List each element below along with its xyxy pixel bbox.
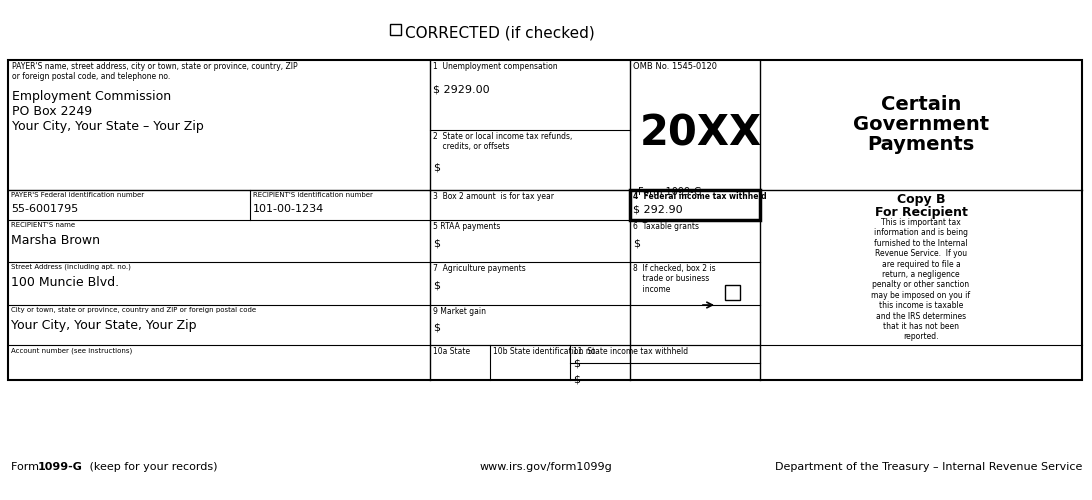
- Bar: [725, 285, 740, 300]
- Text: This is important tax
information and is being
furnished to the Internal
Revenue: This is important tax information and is…: [871, 218, 971, 342]
- Text: PO Box 2249: PO Box 2249: [12, 105, 92, 118]
- Text: 10a State: 10a State: [434, 347, 471, 356]
- Text: 5 RTAA payments: 5 RTAA payments: [434, 222, 500, 231]
- Text: Account number (see instructions): Account number (see instructions): [11, 347, 132, 354]
- Text: Your City, Your State, Your Zip: Your City, Your State, Your Zip: [11, 319, 197, 332]
- Text: (keep for your records): (keep for your records): [86, 462, 217, 472]
- Text: 11  State income tax withheld: 11 State income tax withheld: [573, 347, 688, 356]
- Text: Department of the Treasury – Internal Revenue Service: Department of the Treasury – Internal Re…: [774, 462, 1082, 472]
- Text: $: $: [633, 238, 640, 248]
- Text: $: $: [573, 359, 580, 369]
- Text: $: $: [434, 162, 440, 172]
- Text: 8  If checked, box 2 is
    trade or business
    income: 8 If checked, box 2 is trade or business…: [633, 264, 715, 294]
- Text: 100 Muncie Blvd.: 100 Muncie Blvd.: [11, 276, 119, 289]
- Text: $: $: [573, 374, 580, 384]
- Text: 55-6001795: 55-6001795: [11, 204, 79, 214]
- Text: 20XX: 20XX: [640, 112, 762, 154]
- Text: Street Address (including apt. no.): Street Address (including apt. no.): [11, 264, 131, 270]
- Text: OMB No. 1545-0120: OMB No. 1545-0120: [633, 62, 717, 71]
- Text: CORRECTED (if checked): CORRECTED (if checked): [405, 25, 595, 40]
- Text: 10b State identification no.: 10b State identification no.: [492, 347, 597, 356]
- Text: PAYER'S Federal identification number: PAYER'S Federal identification number: [11, 192, 144, 198]
- Text: 101-00-1234: 101-00-1234: [253, 204, 324, 214]
- Text: $: $: [434, 280, 440, 290]
- Text: 4  Federal income tax withheld: 4 Federal income tax withheld: [633, 192, 767, 201]
- Text: Marsha Brown: Marsha Brown: [11, 234, 100, 247]
- Text: For Recipient: For Recipient: [875, 206, 968, 219]
- Text: 1  Unemployment compensation: 1 Unemployment compensation: [434, 62, 558, 71]
- Text: City or town, state or province, country and ZIP or foreign postal code: City or town, state or province, country…: [11, 307, 257, 313]
- Text: 3  Box 2 amount  is for tax year: 3 Box 2 amount is for tax year: [434, 192, 554, 201]
- Text: $ 292.90: $ 292.90: [633, 204, 682, 214]
- Text: RECIPIENT'S name: RECIPIENT'S name: [11, 222, 75, 228]
- Text: 2  State or local income tax refunds,
    credits, or offsets: 2 State or local income tax refunds, cre…: [434, 132, 572, 152]
- Text: PAYER'S name, street address, city or town, state or province, country, ZIP
or f: PAYER'S name, street address, city or to…: [12, 62, 298, 82]
- Text: Form: Form: [11, 462, 43, 472]
- Text: $: $: [434, 238, 440, 248]
- Text: Government: Government: [853, 115, 989, 134]
- Bar: [630, 190, 760, 220]
- Bar: [390, 24, 401, 35]
- Text: 1099-G: 1099-G: [38, 462, 83, 472]
- Text: $: $: [434, 323, 440, 333]
- Bar: [8, 60, 1082, 380]
- Text: Form 1099-G: Form 1099-G: [638, 187, 701, 197]
- Text: Payments: Payments: [867, 135, 975, 154]
- Text: www.irs.gov/form1099g: www.irs.gov/form1099g: [479, 462, 613, 472]
- Text: $ 2929.00: $ 2929.00: [434, 84, 489, 94]
- Text: 6  Taxable grants: 6 Taxable grants: [633, 222, 699, 231]
- Text: 9 Market gain: 9 Market gain: [434, 307, 486, 316]
- Text: 7  Agriculture payments: 7 Agriculture payments: [434, 264, 525, 273]
- Text: Copy B: Copy B: [897, 193, 946, 206]
- Text: Certain: Certain: [881, 95, 961, 114]
- Text: Employment Commission: Employment Commission: [12, 90, 171, 103]
- Text: RECIPIENT'S identification number: RECIPIENT'S identification number: [253, 192, 372, 198]
- Text: Your City, Your State – Your Zip: Your City, Your State – Your Zip: [12, 120, 204, 133]
